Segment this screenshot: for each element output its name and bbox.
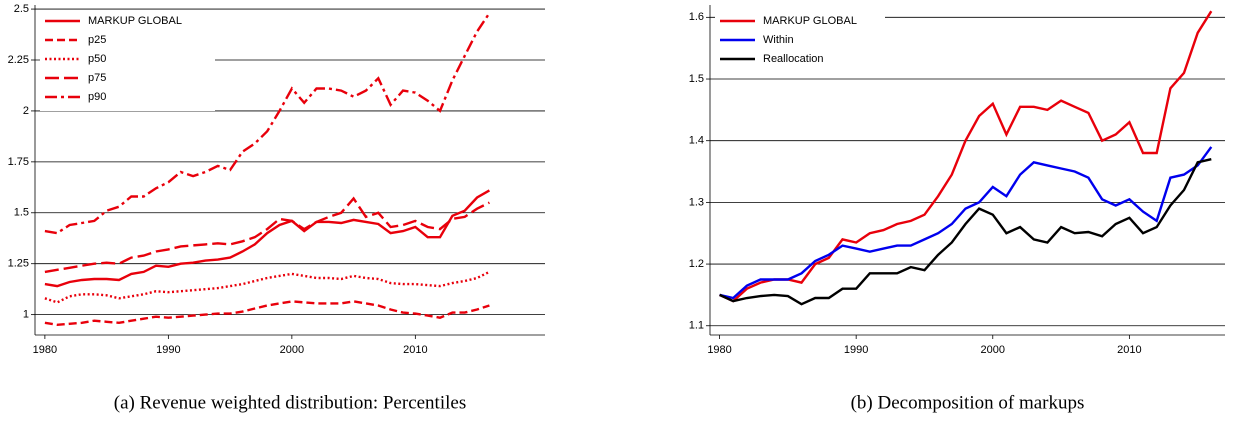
- series-line: [44, 12, 491, 235]
- caption: (a) Revenue weighted distribution: Perce…: [114, 392, 466, 413]
- series-line: [44, 270, 490, 304]
- legend-label: Within: [763, 34, 794, 46]
- legend-label: MARKUP GLOBAL: [88, 15, 182, 27]
- x-tick-label: 1980: [707, 344, 731, 356]
- series-line: [719, 146, 1213, 300]
- series-line: [719, 10, 1213, 303]
- series-line: [44, 196, 490, 274]
- x-tick-label: 1990: [844, 344, 868, 356]
- x-tick-label: 1990: [156, 344, 180, 356]
- y-tick-label: 1.5: [14, 207, 29, 219]
- y-tick-label: 2.25: [8, 54, 29, 66]
- y-tick-label: 1.5: [689, 73, 704, 85]
- legend-label: Reallocation: [763, 53, 824, 65]
- series-line: [44, 300, 490, 327]
- caption: (b) Decomposition of markups: [851, 392, 1085, 413]
- y-tick-label: 2.5: [14, 3, 29, 15]
- x-tick-label: 2000: [981, 344, 1005, 356]
- legend-label: p90: [88, 91, 106, 103]
- legend-box: [40, 10, 215, 111]
- x-tick-label: 2010: [1117, 344, 1141, 356]
- x-tick-label: 1980: [33, 344, 57, 356]
- y-tick-label: 1.4: [689, 135, 704, 147]
- series-line: [719, 158, 1212, 306]
- y-tick-label: 1.1: [689, 320, 704, 332]
- x-tick-label: 2010: [403, 344, 427, 356]
- y-tick-label: 2: [23, 105, 29, 117]
- y-tick-label: 1: [23, 309, 29, 321]
- y-tick-label: 1.2: [689, 258, 704, 270]
- x-tick-label: 2000: [280, 344, 304, 356]
- series-line: [44, 189, 490, 288]
- legend-label: p25: [88, 34, 106, 46]
- y-tick-label: 1.3: [689, 196, 704, 208]
- y-tick-label: 1.75: [8, 156, 29, 168]
- y-tick-label: 1.6: [689, 11, 704, 23]
- legend-label: p50: [88, 53, 106, 65]
- y-tick-label: 1.25: [8, 258, 29, 270]
- legend-label: p75: [88, 72, 106, 84]
- legend-label: MARKUP GLOBAL: [763, 15, 857, 27]
